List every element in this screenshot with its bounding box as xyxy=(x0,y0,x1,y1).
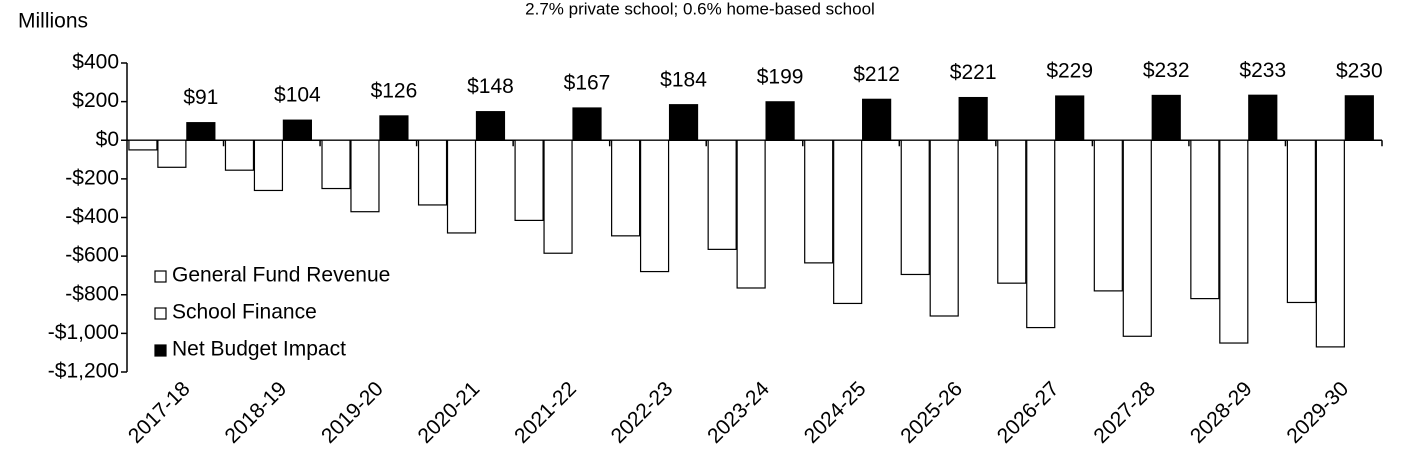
y-tick-label: $400 xyxy=(72,51,119,74)
value-label: $104 xyxy=(274,84,321,107)
bar xyxy=(900,139,930,276)
bar xyxy=(1248,94,1278,141)
bar xyxy=(1055,95,1085,141)
bar xyxy=(997,139,1027,284)
bar xyxy=(321,139,351,190)
bar xyxy=(446,139,477,234)
bar xyxy=(572,107,602,141)
x-tick-label: 2022-23 xyxy=(607,377,678,448)
y-axis-label: Millions xyxy=(18,10,88,33)
x-tick-label: 2028-29 xyxy=(1186,377,1257,448)
x-tick-label: 2026-27 xyxy=(993,377,1064,448)
bar xyxy=(668,104,699,141)
bar xyxy=(1344,95,1374,141)
bar xyxy=(350,139,380,213)
bar xyxy=(639,139,670,273)
bar xyxy=(1093,139,1123,292)
x-tick-label: 2018-19 xyxy=(220,377,291,448)
value-label: $221 xyxy=(950,61,997,84)
bar xyxy=(958,96,988,141)
bar xyxy=(417,139,448,206)
bar xyxy=(475,111,506,141)
bar xyxy=(707,139,737,250)
legend-swatch xyxy=(154,307,167,320)
x-tick-label: 2025-26 xyxy=(896,377,967,448)
bar xyxy=(157,139,187,168)
bar xyxy=(514,139,544,221)
y-tick-label: -$600 xyxy=(65,244,119,267)
value-label: $212 xyxy=(853,63,900,86)
y-tick-label: $200 xyxy=(72,89,119,112)
bar xyxy=(862,98,892,141)
bar xyxy=(128,139,158,151)
bar xyxy=(833,139,863,305)
bar xyxy=(1151,94,1181,141)
legend-swatch xyxy=(154,270,167,283)
bar xyxy=(611,139,641,237)
value-label: $91 xyxy=(183,86,218,109)
y-tick-label: $0 xyxy=(96,128,119,151)
value-label: $148 xyxy=(467,75,514,98)
x-tick-label: 2017-18 xyxy=(124,377,195,448)
bar xyxy=(253,139,284,192)
bar xyxy=(543,139,573,254)
x-tick-label: 2027-28 xyxy=(1089,377,1160,448)
chart-subtitle: 2.7% private school; 0.6% home-based sch… xyxy=(525,0,875,18)
bar xyxy=(1219,139,1249,344)
x-tick-label: 2029-30 xyxy=(1282,377,1353,448)
bar xyxy=(929,139,959,317)
legend-label: School Finance xyxy=(172,301,317,324)
bar xyxy=(224,139,255,171)
value-label: $229 xyxy=(1046,60,1093,83)
y-tick-label: -$800 xyxy=(65,282,119,305)
legend-swatch xyxy=(154,344,167,357)
bar xyxy=(765,101,795,141)
bar xyxy=(1315,139,1345,348)
x-tick-label: 2024-25 xyxy=(800,377,871,448)
value-label: $230 xyxy=(1336,59,1383,82)
y-tick-label: -$400 xyxy=(65,205,119,228)
value-label: $232 xyxy=(1143,59,1190,82)
bar xyxy=(804,139,834,264)
bar xyxy=(1026,139,1056,329)
y-tick-label: -$1,200 xyxy=(48,360,119,383)
bar xyxy=(1286,139,1316,304)
value-label: $233 xyxy=(1239,59,1286,82)
bar xyxy=(379,115,409,141)
value-label: $126 xyxy=(371,79,418,102)
x-tick-label: 2019-20 xyxy=(317,377,388,448)
bar xyxy=(186,122,216,141)
bar xyxy=(1190,139,1220,300)
x-tick-label: 2023-24 xyxy=(703,377,774,448)
bar xyxy=(282,119,312,141)
legend-label: General Fund Revenue xyxy=(172,264,390,287)
value-label: $167 xyxy=(564,72,611,95)
x-tick-label: 2021-22 xyxy=(510,377,581,448)
y-tick-label: -$200 xyxy=(65,166,119,189)
legend-label: Net Budget Impact xyxy=(172,338,346,361)
bar xyxy=(1122,139,1152,337)
bar xyxy=(736,139,766,289)
x-tick-label: 2020-21 xyxy=(414,377,485,448)
y-tick-label: -$1,000 xyxy=(48,321,119,344)
value-label: $199 xyxy=(757,65,804,88)
value-label: $184 xyxy=(660,68,707,91)
